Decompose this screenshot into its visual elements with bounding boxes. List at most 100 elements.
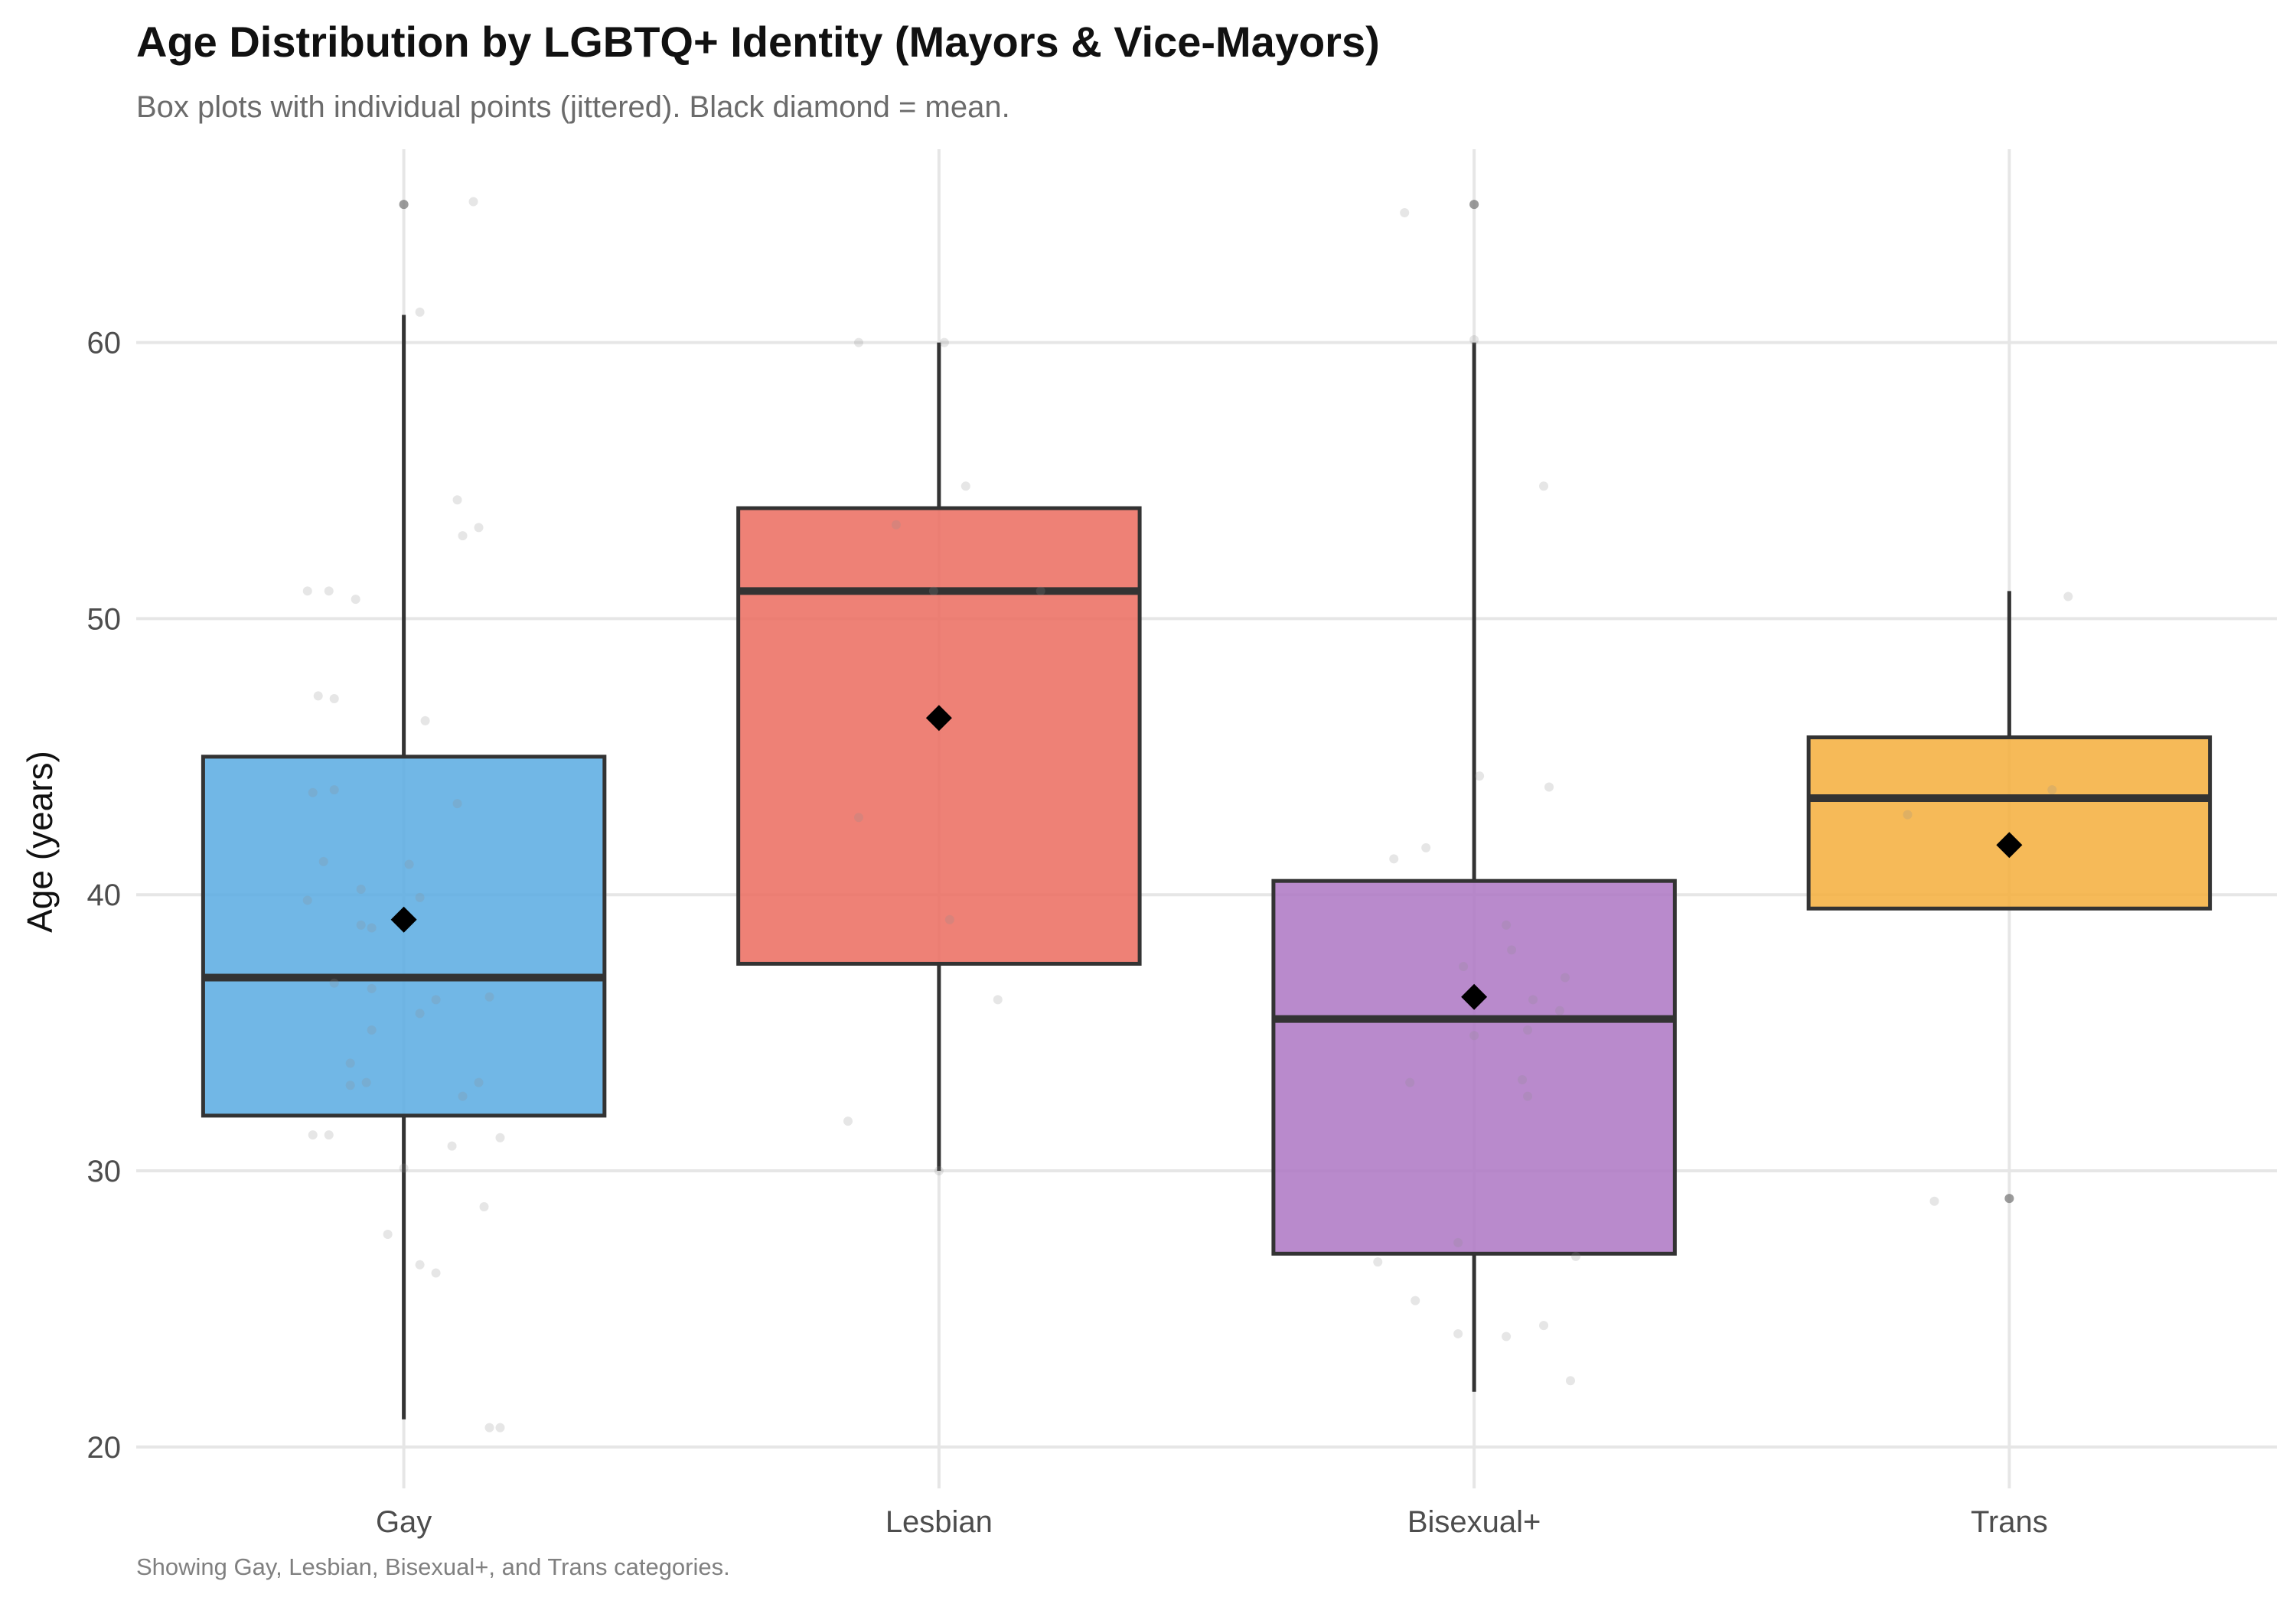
data-point bbox=[431, 995, 441, 1005]
mean-diamond bbox=[1996, 832, 2023, 859]
data-point bbox=[484, 1423, 494, 1433]
data-point bbox=[345, 1081, 355, 1090]
chart-title: Age Distribution by LGBTQ+ Identity (May… bbox=[136, 18, 1380, 66]
data-point bbox=[415, 892, 425, 902]
data-point bbox=[420, 715, 430, 725]
data-point bbox=[415, 307, 425, 317]
x-tick-label: Bisexual+ bbox=[1407, 1505, 1541, 1539]
data-point bbox=[329, 978, 339, 988]
data-point bbox=[495, 1133, 505, 1143]
data-point bbox=[458, 531, 468, 541]
data-point bbox=[843, 1116, 853, 1126]
data-point bbox=[361, 1077, 371, 1087]
data-point bbox=[479, 1201, 489, 1211]
y-tick-label: 20 bbox=[87, 1431, 122, 1465]
data-point bbox=[415, 1260, 425, 1270]
data-point bbox=[1929, 1196, 1939, 1206]
iqr-box bbox=[1806, 735, 2213, 911]
data-point bbox=[329, 694, 339, 704]
data-point bbox=[1453, 1328, 1463, 1338]
box-lesbian bbox=[736, 342, 1142, 1172]
data-point bbox=[1570, 1251, 1580, 1261]
data-point bbox=[324, 586, 334, 596]
data-point bbox=[1539, 481, 1549, 491]
data-point bbox=[1903, 810, 1913, 820]
mean-diamond bbox=[1461, 983, 1488, 1010]
data-point bbox=[308, 1130, 318, 1140]
data-point bbox=[934, 1166, 944, 1176]
data-point bbox=[1421, 843, 1431, 852]
data-point bbox=[308, 787, 318, 797]
data-point bbox=[474, 1077, 484, 1087]
y-tick-label: 60 bbox=[87, 327, 122, 360]
data-point bbox=[329, 785, 339, 795]
data-point bbox=[302, 895, 312, 905]
data-point bbox=[1555, 1006, 1565, 1015]
data-point bbox=[495, 1423, 505, 1433]
data-point bbox=[944, 914, 954, 924]
chart-subtitle: Box plots with individual points (jitter… bbox=[136, 90, 1010, 124]
data-point bbox=[367, 1025, 377, 1035]
iqr-box bbox=[1271, 878, 1677, 1256]
data-point bbox=[1453, 1237, 1463, 1247]
y-tick-label: 50 bbox=[87, 602, 122, 636]
x-axis-ticks: Gay Lesbian Bisexual+ Trans bbox=[376, 1505, 2048, 1539]
data-point bbox=[960, 481, 970, 491]
data-point bbox=[474, 523, 484, 533]
data-point bbox=[1560, 973, 1570, 983]
data-point bbox=[367, 923, 377, 933]
data-point bbox=[458, 1091, 468, 1101]
outlier-point bbox=[2004, 1194, 2014, 1204]
mean-diamond bbox=[390, 906, 417, 933]
data-point bbox=[993, 995, 1003, 1005]
data-point bbox=[399, 1163, 409, 1173]
data-point bbox=[351, 595, 360, 605]
data-point bbox=[318, 856, 328, 866]
data-point bbox=[404, 859, 414, 869]
data-point bbox=[2047, 785, 2057, 795]
data-point bbox=[928, 586, 938, 596]
iqr-box bbox=[201, 755, 607, 1118]
x-tick-label: Trans bbox=[1971, 1505, 2048, 1539]
data-point bbox=[447, 1141, 457, 1151]
data-point bbox=[1469, 334, 1479, 344]
data-point bbox=[853, 337, 863, 347]
data-point bbox=[415, 1009, 425, 1019]
data-point bbox=[345, 1058, 355, 1068]
data-point bbox=[1523, 1025, 1533, 1035]
data-point bbox=[431, 1268, 441, 1278]
data-point bbox=[939, 337, 949, 347]
data-point bbox=[1539, 1321, 1549, 1331]
data-point bbox=[452, 799, 462, 809]
data-point bbox=[484, 992, 494, 1002]
data-point bbox=[891, 520, 901, 530]
data-point bbox=[2004, 1194, 2014, 1204]
data-point bbox=[1389, 854, 1399, 864]
y-axis-ticks: 20 30 40 50 60 bbox=[87, 327, 122, 1465]
data-point bbox=[2063, 592, 2073, 601]
jittered-points bbox=[302, 197, 2073, 1433]
data-point bbox=[1544, 782, 1554, 792]
box-gay bbox=[201, 200, 607, 1420]
y-tick-label: 30 bbox=[87, 1155, 122, 1188]
data-point bbox=[1565, 1376, 1575, 1386]
chart-caption: Showing Gay, Lesbian, Bisexual+, and Tra… bbox=[136, 1553, 730, 1580]
data-point bbox=[1469, 200, 1479, 210]
outlier-point bbox=[1469, 200, 1479, 210]
data-point bbox=[1373, 1257, 1383, 1267]
outlier-point bbox=[399, 200, 409, 210]
data-point bbox=[1469, 1031, 1479, 1041]
data-point bbox=[1035, 586, 1045, 596]
data-point bbox=[1507, 945, 1517, 955]
data-point bbox=[1400, 207, 1410, 217]
y-tick-label: 40 bbox=[87, 878, 122, 912]
box-trans bbox=[1806, 591, 2213, 1204]
data-point bbox=[324, 1130, 334, 1140]
data-point bbox=[1502, 920, 1512, 930]
data-point bbox=[383, 1230, 393, 1240]
data-point bbox=[399, 200, 409, 210]
data-point bbox=[302, 586, 312, 596]
data-point bbox=[1405, 1077, 1415, 1087]
data-point bbox=[313, 691, 323, 701]
